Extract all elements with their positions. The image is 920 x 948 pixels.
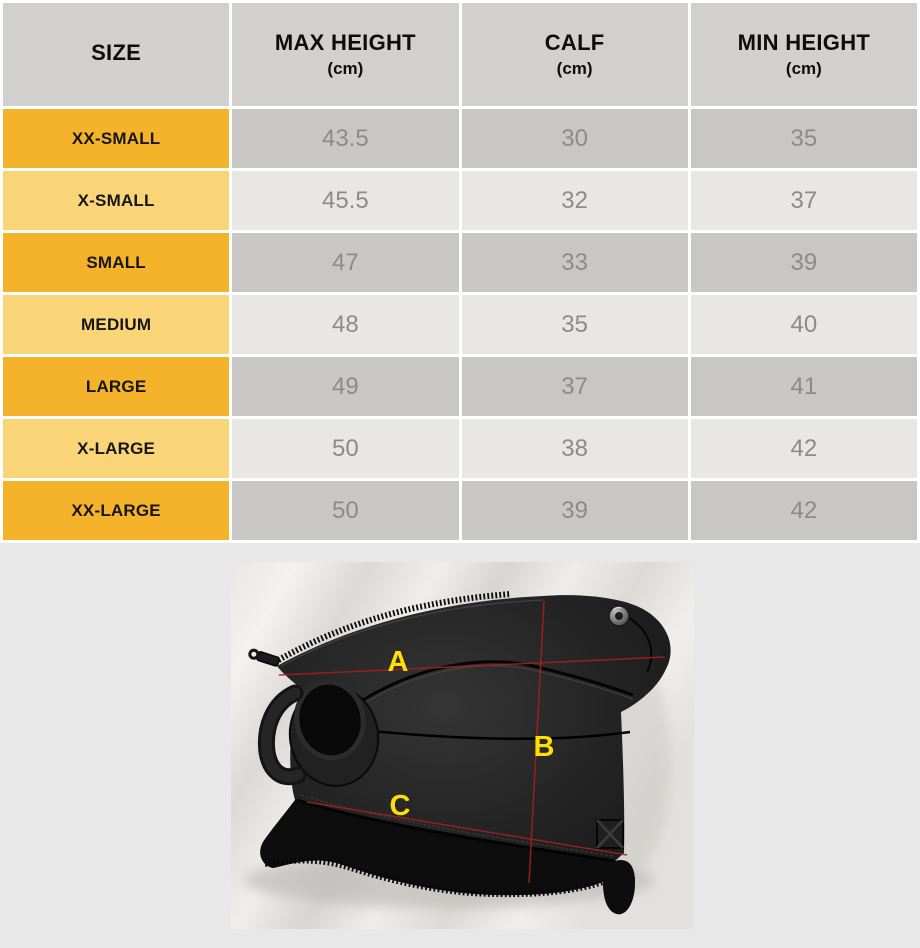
upper-curved-seam-highlight xyxy=(362,665,634,705)
max-height-value: 43.5 xyxy=(232,109,459,168)
calf-value: 30 xyxy=(461,109,688,168)
photo-section: A B C xyxy=(0,543,920,948)
size-label: XX-LARGE xyxy=(3,481,230,540)
gaiter-measurement-illustration: A B C xyxy=(231,562,694,929)
elastic-strap-face xyxy=(260,687,304,783)
min-height-value: 42 xyxy=(690,419,917,478)
table-row-large: LARGE 49 37 41 xyxy=(3,357,917,416)
bottom-elastic-band xyxy=(260,800,635,915)
x-stitch-tab-icon xyxy=(596,819,624,849)
min-height-value: 42 xyxy=(690,481,917,540)
size-chart-table: SIZE MAX HEIGHT (cm) CALF (cm) MIN HEIGH… xyxy=(3,3,917,540)
max-height-value: 50 xyxy=(232,481,459,540)
product-photo: A B C xyxy=(231,562,694,929)
snap-button-icon xyxy=(608,605,630,627)
size-label: X-SMALL xyxy=(3,171,230,230)
header-label: MIN HEIGHT xyxy=(737,30,871,55)
zipper-pull-icon xyxy=(248,648,281,667)
measure-label-b: B xyxy=(534,731,555,763)
size-chart-header: SIZE MAX HEIGHT (cm) CALF (cm) MIN HEIGH… xyxy=(3,3,917,106)
header-unit: (cm) xyxy=(327,59,364,78)
header-cell-size: SIZE xyxy=(3,3,230,106)
measure-label-a: A xyxy=(388,646,409,678)
table-row-xx-small: XX-SMALL 43.5 30 35 xyxy=(3,109,917,168)
table-row-xx-large: XX-LARGE 50 39 42 xyxy=(3,481,917,540)
header-unit: (cm) xyxy=(556,59,593,78)
calf-value: 35 xyxy=(461,295,688,354)
size-label: X-LARGE xyxy=(3,419,230,478)
min-height-value: 35 xyxy=(690,109,917,168)
measure-line-b xyxy=(528,600,545,884)
min-height-value: 40 xyxy=(690,295,917,354)
header-unit: (cm) xyxy=(785,59,822,78)
max-height-value: 49 xyxy=(232,357,459,416)
size-label: LARGE xyxy=(3,357,230,416)
top-edge-highlight xyxy=(280,599,544,667)
band-seam xyxy=(296,798,616,863)
min-height-value: 37 xyxy=(690,171,917,230)
calf-value: 37 xyxy=(461,357,688,416)
measure-line-a xyxy=(278,656,666,676)
calf-value: 39 xyxy=(461,481,688,540)
header-label: SIZE xyxy=(91,40,142,65)
calf-value: 32 xyxy=(461,171,688,230)
size-label: MEDIUM xyxy=(3,295,230,354)
max-height-value: 47 xyxy=(232,233,459,292)
header-cell-max-height: MAX HEIGHT (cm) xyxy=(232,3,459,106)
max-height-value: 45.5 xyxy=(232,171,459,230)
measure-line-c xyxy=(306,801,628,856)
min-height-value: 41 xyxy=(690,357,917,416)
size-label: XX-SMALL xyxy=(3,109,230,168)
upper-curved-seam xyxy=(362,660,634,702)
header-label: MAX HEIGHT xyxy=(274,30,416,55)
middle-seam xyxy=(360,728,631,740)
min-height-value: 39 xyxy=(690,233,917,292)
max-height-value: 50 xyxy=(232,419,459,478)
top-zipper-teeth xyxy=(273,591,512,665)
size-label: SMALL xyxy=(3,233,230,292)
foot-opening xyxy=(294,679,366,761)
header-cell-min-height: MIN HEIGHT (cm) xyxy=(690,3,917,106)
table-row-x-large: X-LARGE 50 38 42 xyxy=(3,419,917,478)
header-label: CALF xyxy=(544,30,605,55)
bottom-zipper-teeth xyxy=(264,857,604,898)
table-row-medium: MEDIUM 48 35 40 xyxy=(3,295,917,354)
flap-inner-seam xyxy=(628,617,653,673)
header-cell-calf: CALF (cm) xyxy=(461,3,688,106)
table-row-small: SMALL 47 33 39 xyxy=(3,233,917,292)
calf-value: 38 xyxy=(461,419,688,478)
measure-label-c: C xyxy=(390,790,411,822)
band-stitching xyxy=(300,794,614,857)
table-row-x-small: X-SMALL 45.5 32 37 xyxy=(3,171,917,230)
calf-value: 33 xyxy=(461,233,688,292)
max-height-value: 48 xyxy=(232,295,459,354)
